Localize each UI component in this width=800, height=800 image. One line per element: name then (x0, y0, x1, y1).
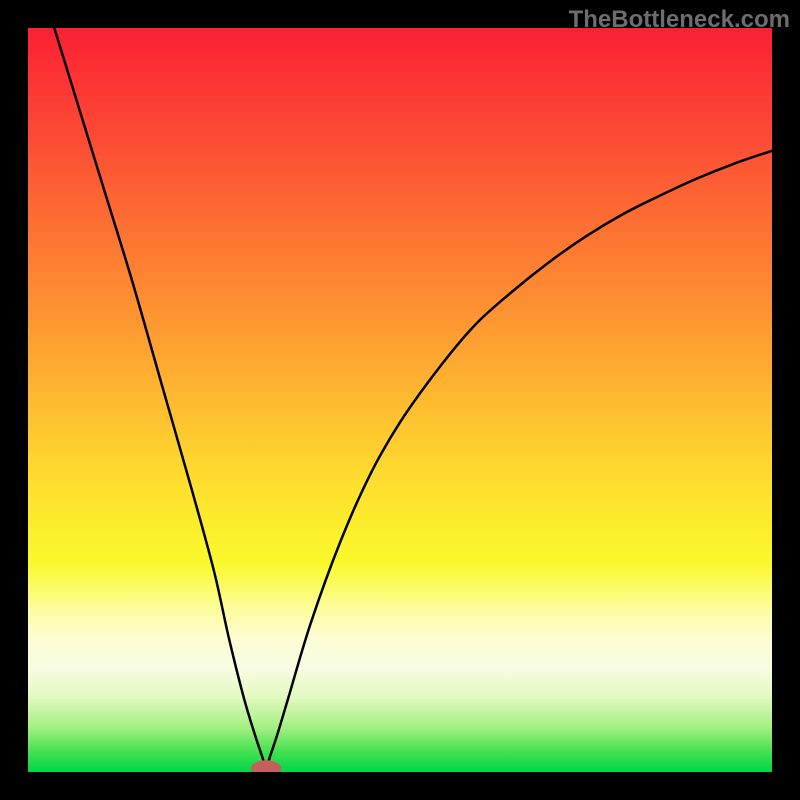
chart-svg (28, 28, 772, 772)
plot-area (28, 28, 772, 772)
chart-container: TheBottleneck.com (0, 0, 800, 800)
gradient-background (28, 28, 772, 772)
